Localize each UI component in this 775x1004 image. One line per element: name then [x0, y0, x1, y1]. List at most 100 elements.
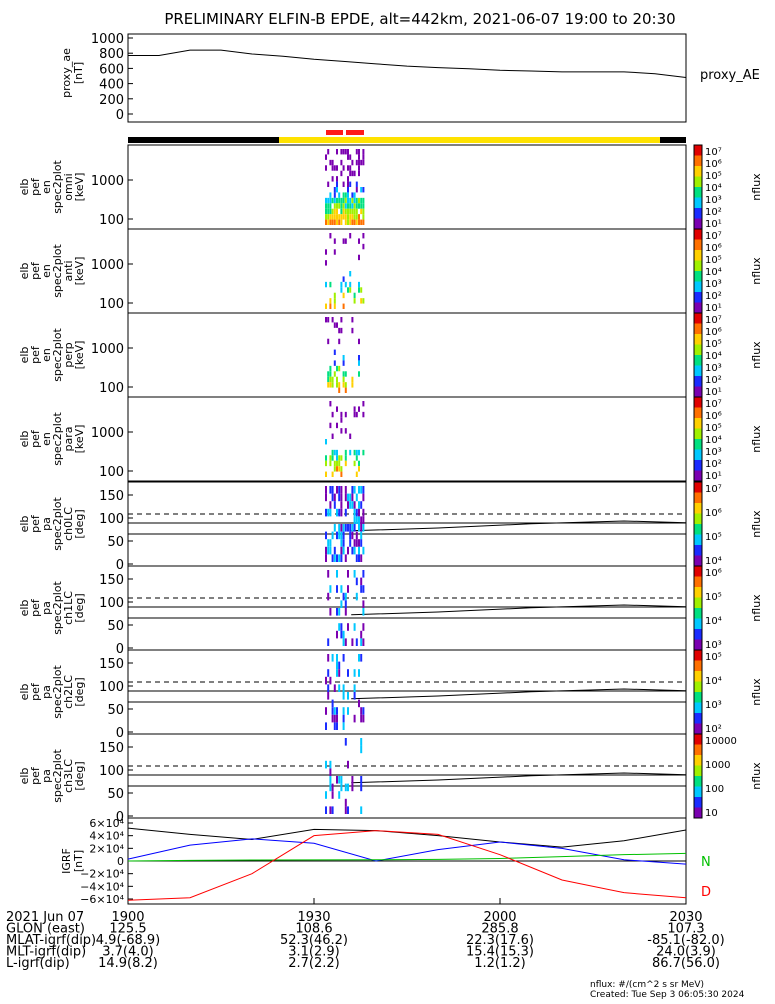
- flux-pixel: [351, 209, 353, 214]
- colorbar-segment: [694, 198, 702, 209]
- igrf-total-line: [128, 828, 686, 847]
- flux-pixel: [336, 366, 338, 371]
- colorbar-segment: [694, 292, 702, 303]
- flux-pixel: [329, 677, 331, 685]
- flux-pixel: [358, 516, 360, 524]
- flux-pixel: [354, 539, 356, 547]
- flux-pixel: [334, 322, 336, 327]
- flux-pixel: [356, 198, 358, 203]
- colorbar-tick-label: 10⁶: [705, 327, 722, 338]
- flux-pixel: [340, 412, 342, 417]
- flux-pixel: [354, 501, 356, 509]
- proxy-ae-line: [128, 50, 686, 77]
- flux-pixel: [362, 494, 364, 502]
- flux-pixel: [358, 461, 360, 466]
- colorbar-label: nflux: [750, 257, 763, 285]
- igrf-tick-label: 2×10⁴: [89, 842, 124, 855]
- flux-pixel: [356, 472, 358, 477]
- flux-pixel: [327, 539, 329, 547]
- flux-pixel: [349, 209, 351, 214]
- flux-pixel: [354, 406, 356, 411]
- flux-pixel: [336, 707, 338, 715]
- colorbar-tick-label: 10⁴: [705, 676, 722, 687]
- colorbar-segment: [694, 650, 702, 661]
- flux-pixel: [360, 209, 362, 214]
- colorbar-segment: [694, 566, 702, 577]
- flux-pixel: [362, 524, 364, 532]
- flux-pixel: [343, 715, 345, 723]
- flux-pixel: [340, 214, 342, 219]
- flux-pixel: [347, 761, 349, 769]
- flux-pixel: [360, 715, 362, 723]
- panel-ylabel-line: [deg]: [73, 677, 86, 706]
- colorbar: 10⁵10⁴10³10²nflux: [694, 650, 763, 735]
- flux-pixel: [329, 806, 331, 814]
- flux-pixel: [347, 209, 349, 214]
- panel-ylabel-line: [nT]: [72, 62, 85, 84]
- flux-pixel: [336, 722, 338, 730]
- flux-pixel: [358, 255, 360, 260]
- flux-pixel: [336, 165, 338, 170]
- flux-pixel: [343, 539, 345, 547]
- flux-pixel: [343, 707, 345, 715]
- flux-pixel: [349, 154, 351, 159]
- flux-pixel: [343, 209, 345, 214]
- flux-pixel: [325, 547, 327, 555]
- flux-pixel: [358, 486, 360, 494]
- flux-pixel: [336, 461, 338, 466]
- flux-pixel: [354, 298, 356, 303]
- flux-pixel: [345, 799, 347, 807]
- flux-pixel: [336, 198, 338, 203]
- flux-pixel: [345, 486, 347, 494]
- flux-pixel: [360, 746, 362, 754]
- flux-pixel: [325, 722, 327, 730]
- flux-pixel: [325, 761, 327, 769]
- flux-pixel: [347, 165, 349, 170]
- flux-pixel: [349, 501, 351, 509]
- panel-ylabel-line: [deg]: [73, 509, 86, 538]
- flux-pixel: [338, 669, 340, 677]
- energy-tick-label: 1000: [91, 174, 124, 189]
- panel-ylabel-line: [deg]: [73, 761, 86, 790]
- flux-pixel: [362, 233, 364, 238]
- flux-pixel: [332, 209, 334, 214]
- flux-pixel: [334, 461, 336, 466]
- flux-pixel: [338, 366, 340, 371]
- flux-pixel: [334, 238, 336, 243]
- flux-pixel: [343, 203, 345, 208]
- flux-pixel: [334, 450, 336, 455]
- colorbar: 10⁷10⁶10⁵10⁴10³10²10¹ nflux: [694, 313, 763, 398]
- flux-pixel: [351, 203, 353, 208]
- flux-pixel: [325, 304, 327, 309]
- colorbar-segment: [694, 387, 702, 398]
- flux-pixel: [345, 455, 347, 460]
- igrf-tick-label: −4×10⁴: [80, 880, 124, 893]
- flux-pixel: [354, 198, 356, 203]
- igrf-n-label: N: [701, 855, 711, 870]
- pitch-tick-label: 150: [99, 489, 124, 504]
- colorbar: 10⁷10⁶10⁵10⁴10³10²10¹ nflux: [694, 145, 763, 230]
- flux-pixel: [336, 554, 338, 562]
- flux-pixel: [358, 509, 360, 517]
- flux-pixel: [360, 654, 362, 662]
- colorbar-tick-label: 10⁴: [705, 267, 722, 278]
- flux-pixel: [354, 623, 356, 631]
- colorbar-tick-label: 10¹: [705, 471, 722, 482]
- colorbar-segment: [694, 608, 702, 619]
- flux-pixel: [351, 494, 353, 502]
- ephemeris-row-label: L-igrf(dip): [6, 956, 70, 971]
- flux-pixel: [334, 350, 336, 355]
- flux-pixel: [340, 539, 342, 547]
- flux-pixel: [329, 509, 331, 517]
- flux-pixel: [354, 461, 356, 466]
- flux-pixel: [336, 608, 338, 616]
- flux-pixel: [351, 532, 353, 540]
- flux-pixel: [340, 784, 342, 792]
- flux-pixel: [347, 149, 349, 154]
- flux-pixel: [343, 593, 345, 601]
- proxy-ae-tick-label: 800: [99, 47, 124, 62]
- flux-pixel: [345, 371, 347, 376]
- flux-pixel: [340, 623, 342, 631]
- flux-pixel: [332, 791, 334, 799]
- flux-pixel: [360, 220, 362, 225]
